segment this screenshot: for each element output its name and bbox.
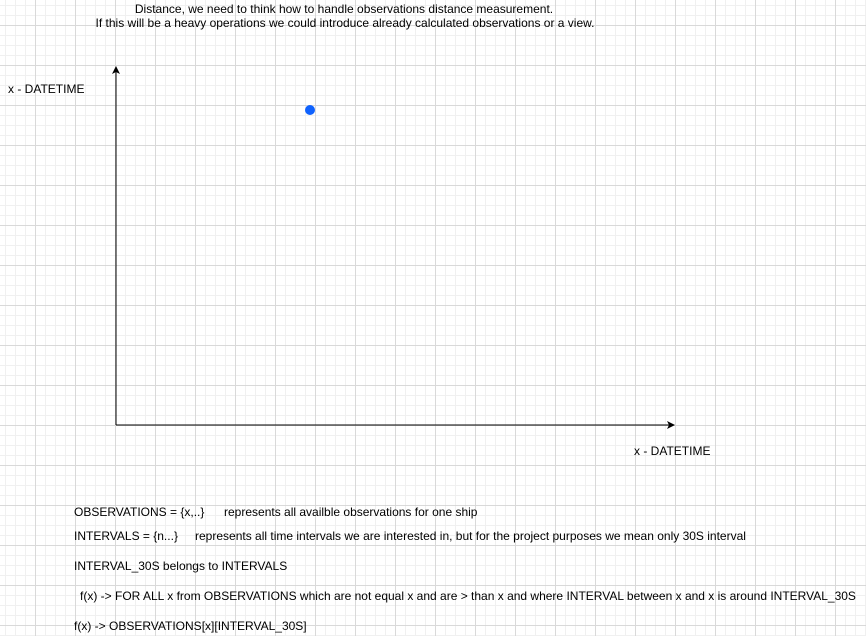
y-axis-arrowhead bbox=[112, 66, 120, 74]
intervals-definition: INTERVALS = {n...} bbox=[74, 529, 178, 543]
observations-definition: OBSERVATIONS = {x,..} bbox=[74, 505, 205, 519]
x-axis-arrowhead bbox=[667, 421, 675, 429]
header-line-1: Distance, we need to think how to handle… bbox=[134, 2, 554, 16]
x-axis-label: x - DATETIME bbox=[634, 444, 711, 458]
header-line-2: If this will be a heavy operations we co… bbox=[95, 16, 595, 30]
fx-result-note: f(x) -> OBSERVATIONS[x][INTERVAL_30S] bbox=[74, 619, 307, 633]
intervals-description: represents all time intervals we are int… bbox=[195, 529, 746, 543]
fx-rule-note: f(x) -> FOR ALL x from OBSERVATIONS whic… bbox=[80, 589, 856, 603]
y-axis-label: x - DATETIME bbox=[8, 82, 85, 96]
observations-description: represents all availble observations for… bbox=[224, 505, 478, 519]
interval-30s-note: INTERVAL_30S belongs to INTERVALS bbox=[74, 559, 288, 573]
observation-point bbox=[305, 105, 315, 115]
